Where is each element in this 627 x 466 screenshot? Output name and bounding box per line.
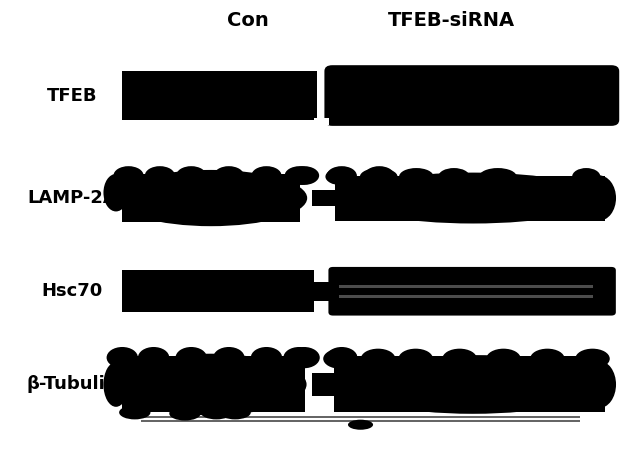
Bar (335, 176, 605, 220)
Text: Hsc70: Hsc70 (41, 282, 103, 300)
Ellipse shape (325, 168, 357, 185)
Ellipse shape (289, 166, 319, 185)
Ellipse shape (348, 420, 373, 430)
Ellipse shape (119, 405, 150, 419)
Ellipse shape (115, 354, 307, 415)
Bar (141, 416, 580, 418)
Ellipse shape (176, 347, 207, 368)
Text: TFEB-siRNA: TFEB-siRNA (388, 12, 515, 30)
Text: Con: Con (227, 12, 268, 30)
Ellipse shape (113, 166, 144, 185)
Ellipse shape (443, 349, 477, 369)
Bar (122, 174, 300, 222)
Ellipse shape (251, 166, 282, 185)
FancyBboxPatch shape (329, 267, 616, 315)
Bar (312, 373, 334, 396)
Ellipse shape (251, 347, 282, 368)
Ellipse shape (530, 349, 564, 369)
Ellipse shape (285, 166, 315, 185)
Ellipse shape (115, 170, 307, 226)
Bar (339, 295, 593, 298)
Ellipse shape (107, 347, 138, 368)
Ellipse shape (479, 168, 517, 185)
Ellipse shape (219, 405, 251, 419)
Ellipse shape (138, 347, 169, 368)
Bar (122, 71, 317, 120)
Ellipse shape (360, 168, 398, 185)
Ellipse shape (327, 166, 357, 185)
Ellipse shape (572, 168, 600, 185)
Bar (334, 356, 605, 412)
Ellipse shape (344, 355, 602, 414)
Ellipse shape (169, 406, 201, 420)
Ellipse shape (582, 361, 616, 408)
Bar (339, 285, 593, 288)
Text: TFEB: TFEB (47, 87, 97, 104)
Bar (141, 420, 580, 422)
Bar (314, 282, 333, 301)
Bar (312, 190, 335, 206)
Ellipse shape (438, 168, 470, 185)
Ellipse shape (399, 168, 434, 185)
Ellipse shape (576, 349, 609, 369)
Ellipse shape (103, 174, 129, 212)
Bar (122, 356, 305, 412)
Ellipse shape (324, 349, 357, 369)
Ellipse shape (364, 166, 394, 185)
Ellipse shape (283, 347, 315, 368)
Ellipse shape (145, 166, 175, 185)
Ellipse shape (361, 349, 395, 369)
FancyBboxPatch shape (324, 65, 619, 126)
Ellipse shape (288, 347, 320, 368)
Ellipse shape (176, 166, 206, 185)
Ellipse shape (213, 347, 245, 368)
Ellipse shape (326, 347, 357, 368)
Ellipse shape (103, 362, 129, 407)
Bar (122, 270, 314, 312)
Ellipse shape (346, 172, 600, 224)
Ellipse shape (399, 349, 433, 369)
Text: LAMP-2A: LAMP-2A (27, 189, 117, 207)
Ellipse shape (487, 349, 521, 369)
Text: β-Tubulin: β-Tubulin (26, 376, 118, 393)
Ellipse shape (582, 175, 616, 221)
Ellipse shape (214, 166, 244, 185)
Ellipse shape (201, 405, 232, 419)
Polygon shape (314, 117, 329, 124)
